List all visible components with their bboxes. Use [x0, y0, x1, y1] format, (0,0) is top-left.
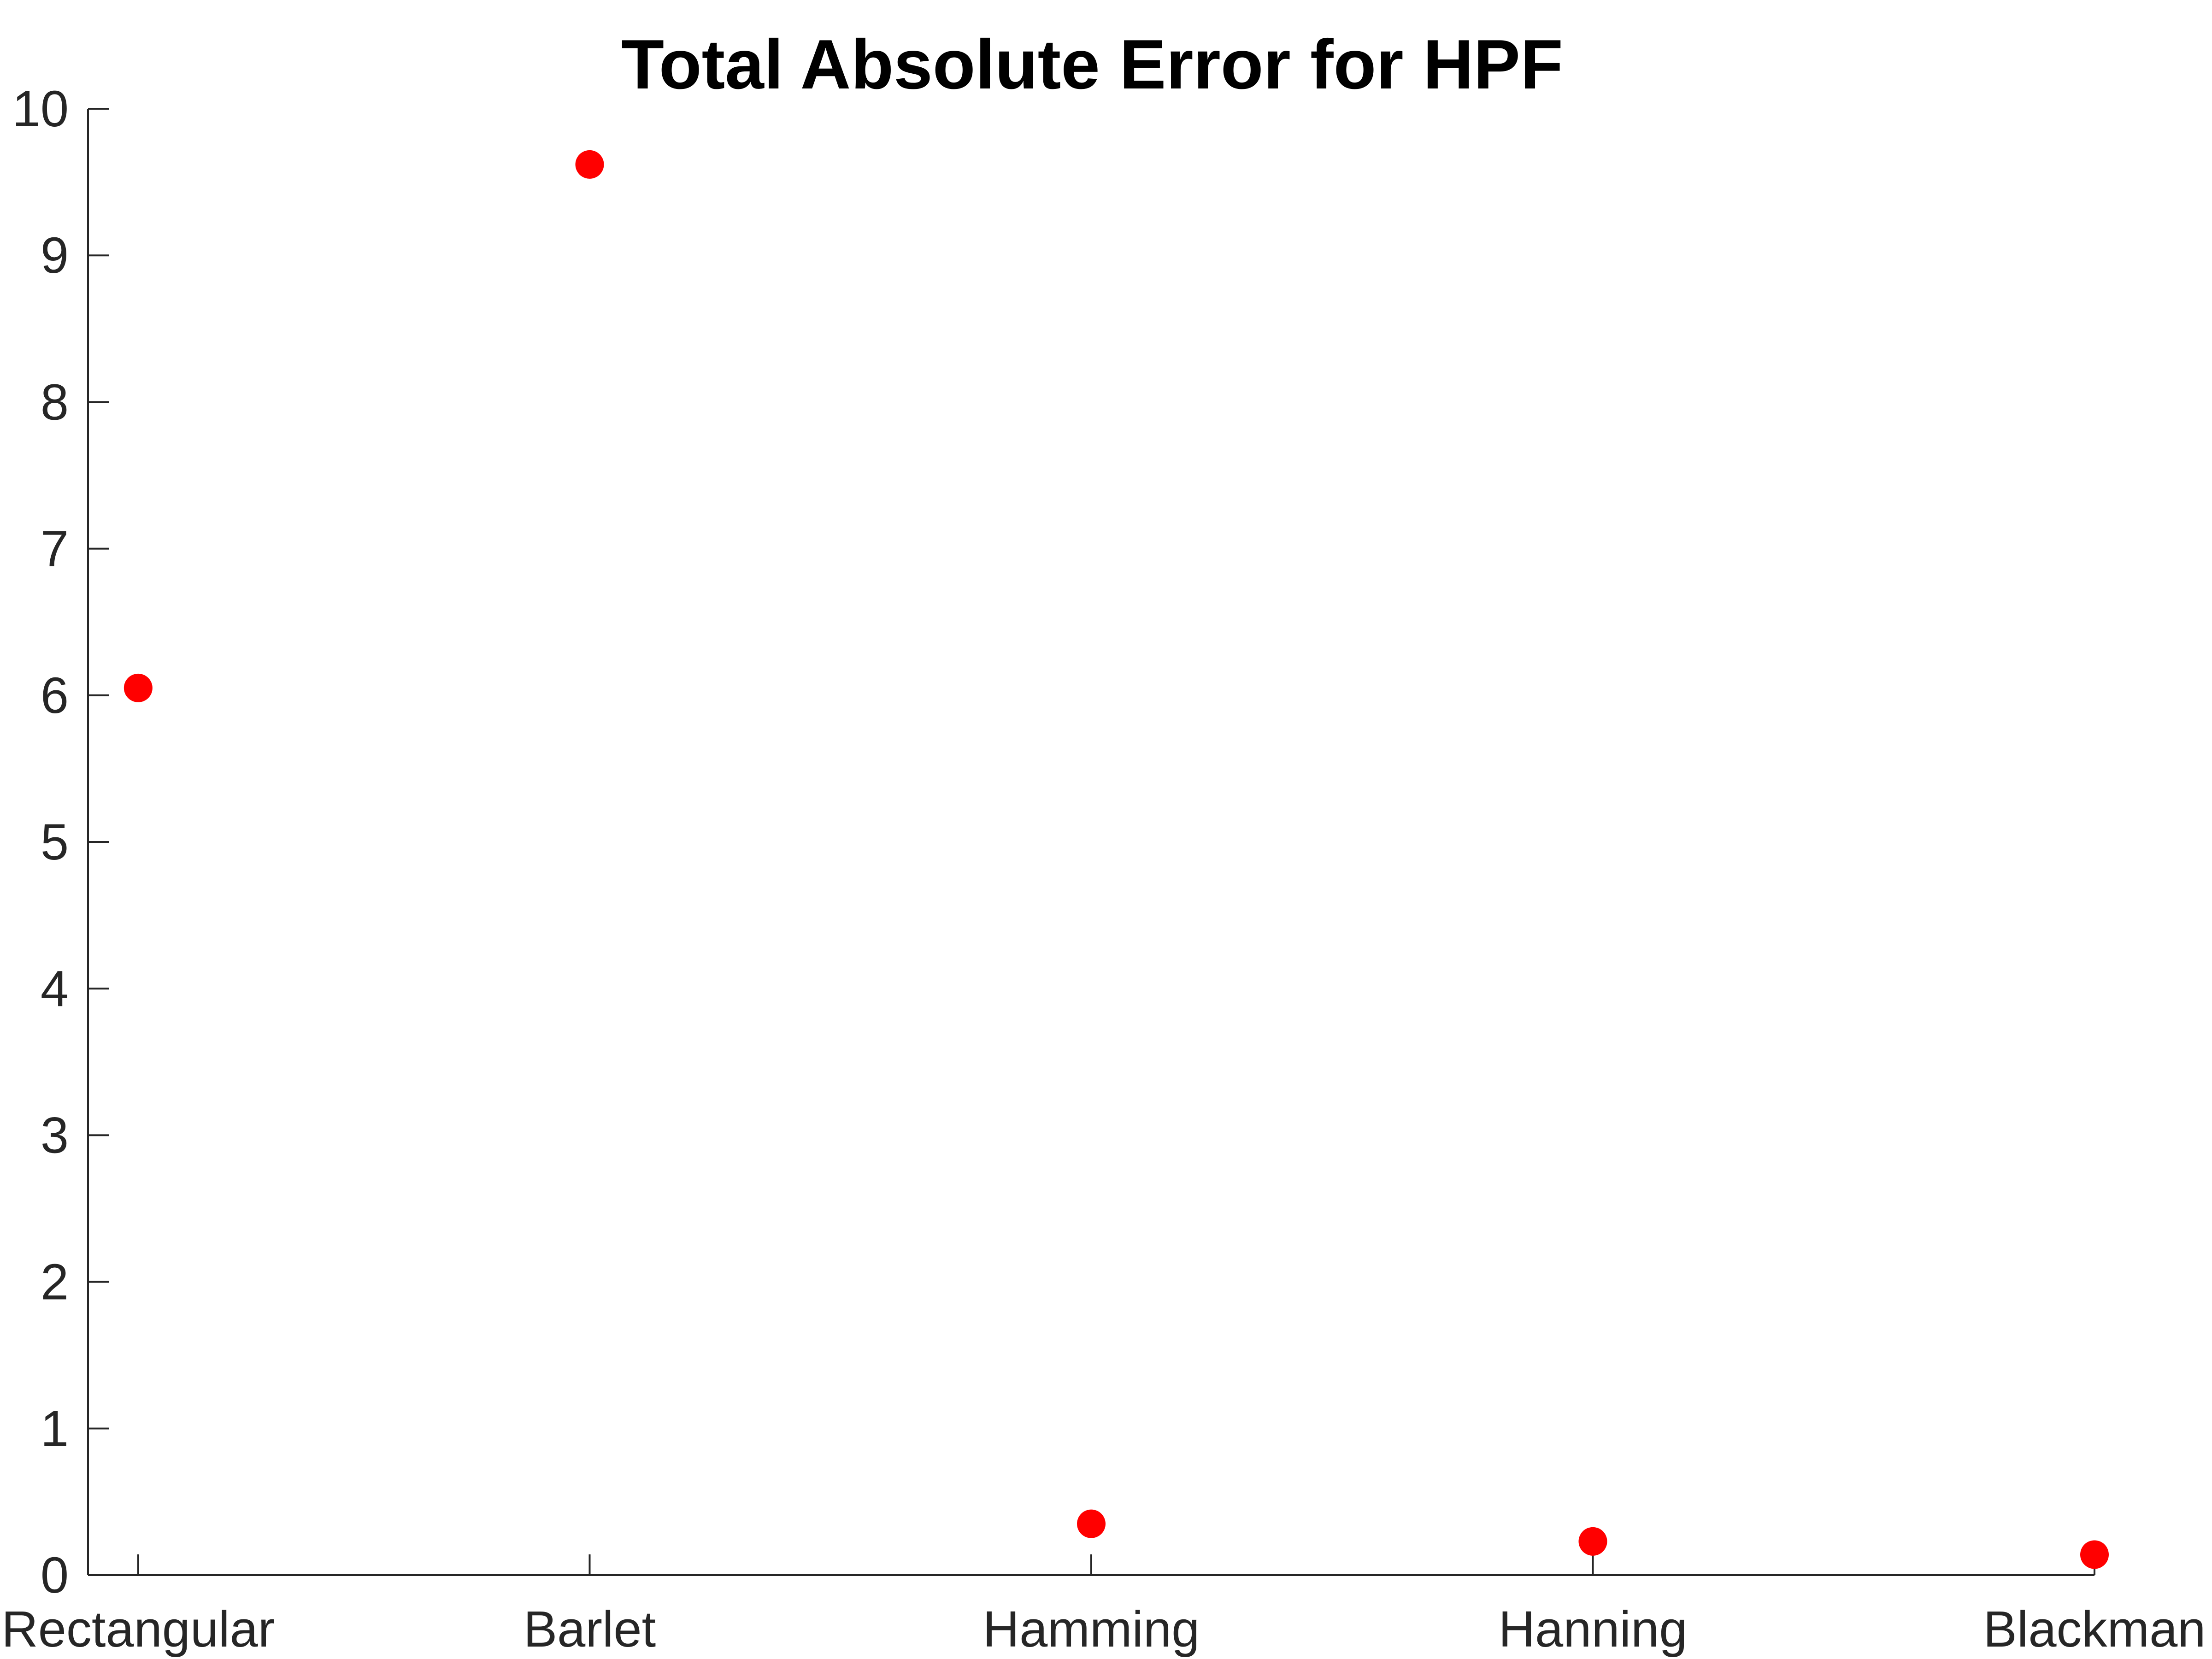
chart-title: Total Absolute Error for HPF — [621, 25, 1563, 104]
x-tick-label: Hanning — [1499, 1601, 1688, 1658]
y-tick-label: 7 — [41, 521, 69, 577]
data-points — [124, 150, 2109, 1569]
data-point — [575, 150, 604, 179]
data-point — [124, 673, 153, 702]
y-tick-label: 6 — [41, 667, 69, 724]
y-tick-label: 2 — [41, 1254, 69, 1311]
y-tick-label: 0 — [41, 1547, 69, 1604]
x-tick-label: Hamming — [983, 1601, 1200, 1658]
data-point — [1578, 1527, 1607, 1556]
data-point — [1077, 1509, 1106, 1538]
x-tick-label: Blackman — [1983, 1601, 2206, 1658]
x-axis: Rectangular Barlet Hamming Hanning Blackman — [1, 1554, 2206, 1658]
y-tick-label: 4 — [41, 960, 69, 1017]
y-tick-label: 10 — [12, 81, 69, 137]
x-tick-label: Rectangular — [1, 1601, 275, 1658]
y-axis: 0 1 2 3 4 5 6 7 8 9 10 — [12, 81, 109, 1604]
y-tick-label: 3 — [41, 1107, 69, 1164]
y-tick-label: 5 — [41, 814, 69, 871]
y-tick-label: 9 — [41, 227, 69, 284]
x-tick-label: Barlet — [524, 1601, 656, 1658]
data-point — [2080, 1540, 2109, 1569]
y-tick-label: 1 — [41, 1400, 69, 1457]
y-tick-label: 8 — [41, 374, 69, 430]
